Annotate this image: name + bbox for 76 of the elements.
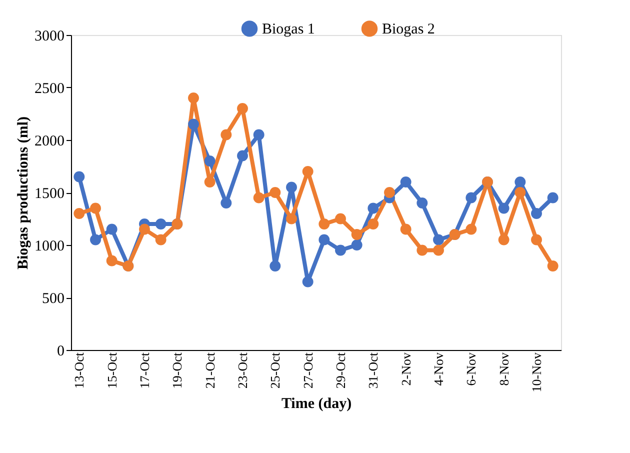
point [155,234,166,246]
point [106,255,118,266]
x-tick-label: 19-Oct [170,352,185,389]
point [220,198,232,208]
point [204,156,216,166]
point [188,118,199,130]
point [547,260,558,272]
x-tick-label: 23-Oct [235,352,250,389]
x-tick-label: 8-Nov [496,352,512,386]
y-tick-label: 500 [42,291,64,307]
point [466,192,477,204]
x-tick-label: 27-Oct [300,352,316,389]
x-tick-label: 2-Nov [398,352,414,386]
point [270,260,281,272]
point [270,187,281,198]
point [531,234,542,246]
point [335,244,346,256]
point [351,240,362,250]
point [302,276,314,288]
point [514,176,526,188]
point [368,202,379,214]
point [368,218,379,230]
point [74,171,85,182]
x-tick-label: 13-Oct [72,352,87,389]
x-tick-label: 21-Oct [202,352,218,389]
x-tick-label: 15-Oct [104,352,120,389]
x-axis-title: Time (day) [281,396,352,412]
point [547,192,558,204]
point [155,218,166,230]
x-tick-label: 17-Oct [137,352,152,389]
point [384,187,395,198]
point [498,234,510,246]
point [253,129,264,140]
point [139,224,150,235]
y-tick-label: 2500 [34,81,64,97]
point [286,182,297,193]
y-tick-label: 1500 [34,186,64,202]
y-tick-label: 1000 [34,238,64,254]
point [106,224,118,235]
y-tick-label: 0 [57,344,64,360]
point [90,234,101,246]
point [74,208,85,219]
x-tick-label: 25-Oct [268,352,283,389]
point [286,213,297,224]
point [237,150,248,162]
point [204,176,216,188]
legend-label: Biogas 1 [262,22,315,38]
point [400,224,412,235]
point [335,213,346,224]
point [90,202,101,214]
point [302,166,314,177]
x-tick-label: 6-Nov [464,352,479,386]
point [188,92,199,104]
point [253,192,264,204]
x-tick-label: 31-Oct [366,352,381,389]
point [220,129,232,140]
point [318,218,330,230]
point [400,176,412,188]
point [416,244,428,256]
y-tick-label: 2000 [34,134,64,150]
x-tick-label: 10-Nov [529,352,544,392]
point [433,244,444,256]
point [466,224,477,235]
point [416,198,428,208]
legend-label: Biogas 2 [382,22,435,38]
point [433,234,444,246]
point [498,202,510,214]
point [237,103,248,114]
point [351,229,362,240]
x-tick-label: 29-Oct [333,352,348,389]
point [318,234,330,246]
y-axis-title: Biogas productions (ml) [16,116,32,270]
point [531,208,542,219]
x-tick-label: 4-Nov [431,352,446,386]
point [514,187,526,198]
y-tick-label: 3000 [34,28,64,44]
